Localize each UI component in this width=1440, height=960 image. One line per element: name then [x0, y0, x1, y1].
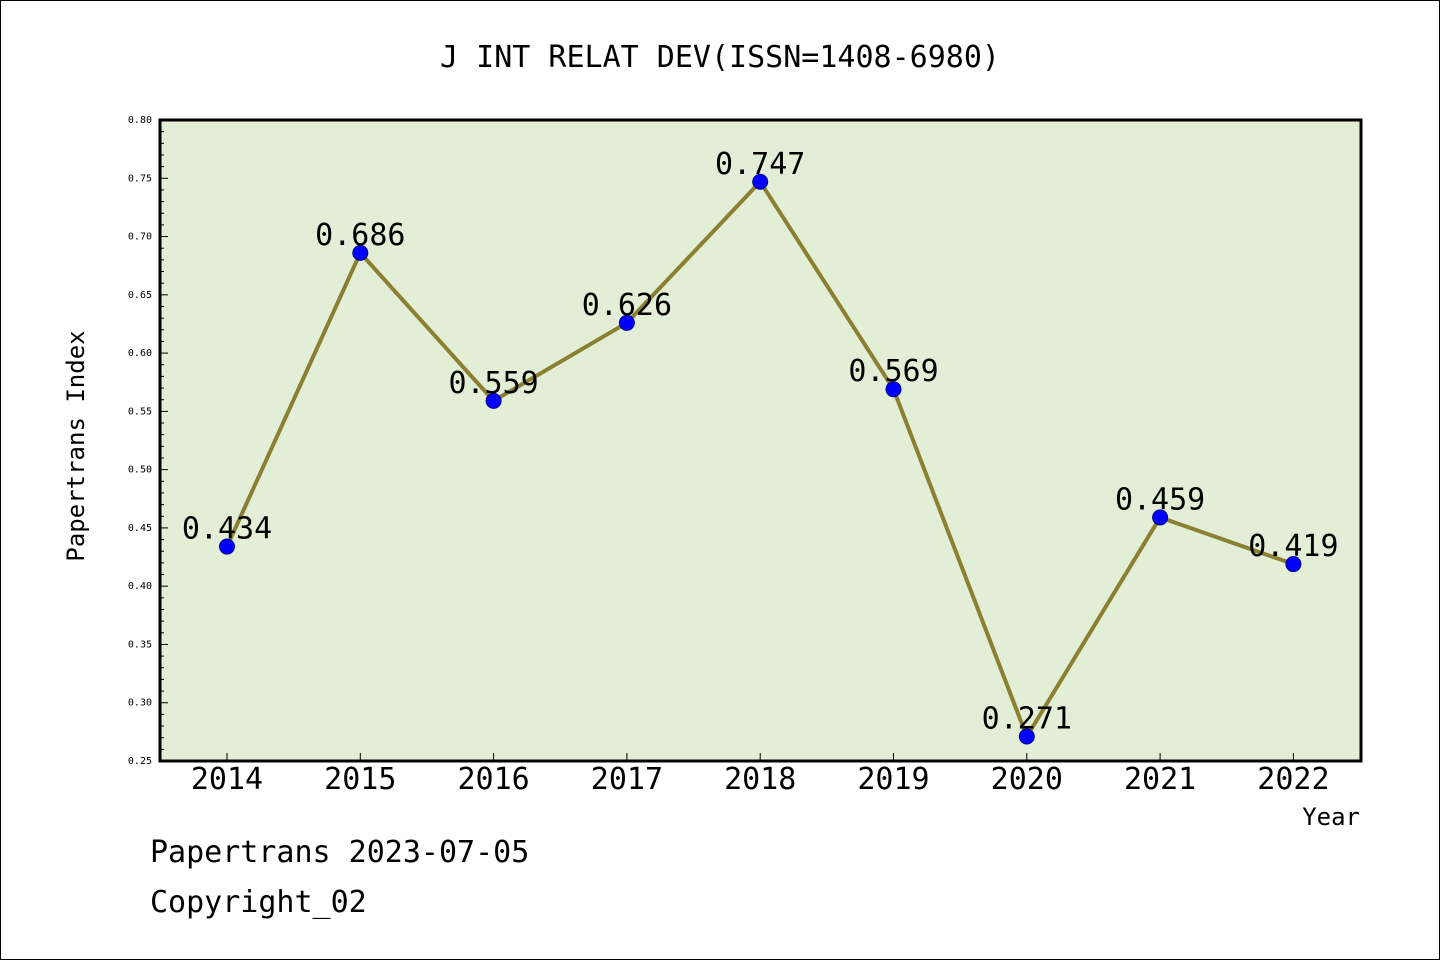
x-tick-label: 2018: [724, 762, 796, 797]
y-tick-label: 0.75: [128, 173, 152, 184]
chart-title: J INT RELAT DEV(ISSN=1408-6980): [440, 40, 1000, 75]
y-tick-label: 0.65: [128, 290, 152, 301]
data-label: 0.626: [582, 288, 672, 323]
x-tick-label: 2019: [857, 762, 929, 797]
data-point: [219, 538, 235, 555]
data-point: [885, 381, 902, 398]
data-label: 0.747: [715, 147, 805, 182]
y-tick-label: 0.80: [128, 115, 152, 126]
x-tick-label: 2016: [457, 762, 529, 797]
data-point: [352, 244, 369, 261]
footer-date: Papertrans 2023-07-05: [150, 835, 530, 870]
x-tick-label: 2021: [1124, 762, 1196, 797]
data-point: [752, 173, 769, 190]
plot-area: [158, 118, 1363, 763]
x-tick-label: 2015: [324, 762, 396, 797]
data-point: [618, 314, 635, 331]
y-tick-label: 0.50: [128, 465, 152, 476]
data-label: 0.459: [1115, 482, 1205, 517]
y-tick-label: 0.70: [128, 232, 152, 243]
y-tick-label: 0.45: [128, 523, 152, 534]
x-tick-label: 2022: [1257, 762, 1329, 797]
data-label: 0.419: [1248, 529, 1338, 564]
x-axis: 2014 2015 2016 2017 2018 2019 2020 2021 2022: [191, 753, 1330, 797]
data-point: [1152, 509, 1169, 526]
y-tick-label: 0.40: [128, 581, 152, 592]
data-point: [1285, 556, 1302, 573]
y-tick-label: 0.25: [128, 756, 152, 767]
data-point: [485, 392, 502, 409]
data-label: 0.271: [982, 702, 1072, 737]
data-label: 0.569: [848, 354, 938, 389]
data-point: [1018, 728, 1035, 745]
x-tick-label: 2020: [991, 762, 1063, 797]
y-axis-label: Papertrans Index: [62, 330, 90, 561]
y-axis: 0.25 0.30 0.35 0.40 0.45 0.50 0.55 0.60 0.65 0.70…: [128, 115, 168, 767]
x-tick-label: 2017: [591, 762, 663, 797]
y-tick-label: 0.35: [128, 639, 152, 650]
y-tick-label: 0.30: [128, 698, 152, 709]
data-label: 0.559: [448, 366, 538, 401]
y-tick-label: 0.55: [128, 406, 152, 417]
x-axis-label: Year: [1302, 803, 1360, 831]
footer-copyright: Copyright_02: [150, 885, 367, 920]
y-tick-label: 0.60: [128, 348, 152, 359]
x-tick-label: 2014: [191, 762, 263, 797]
data-label: 0.686: [315, 218, 405, 253]
data-label: 0.434: [182, 512, 272, 547]
series-layer: 0.434 0.686 0.559 0.626 0.747 0.569 0.271 0.459…: [182, 147, 1339, 745]
